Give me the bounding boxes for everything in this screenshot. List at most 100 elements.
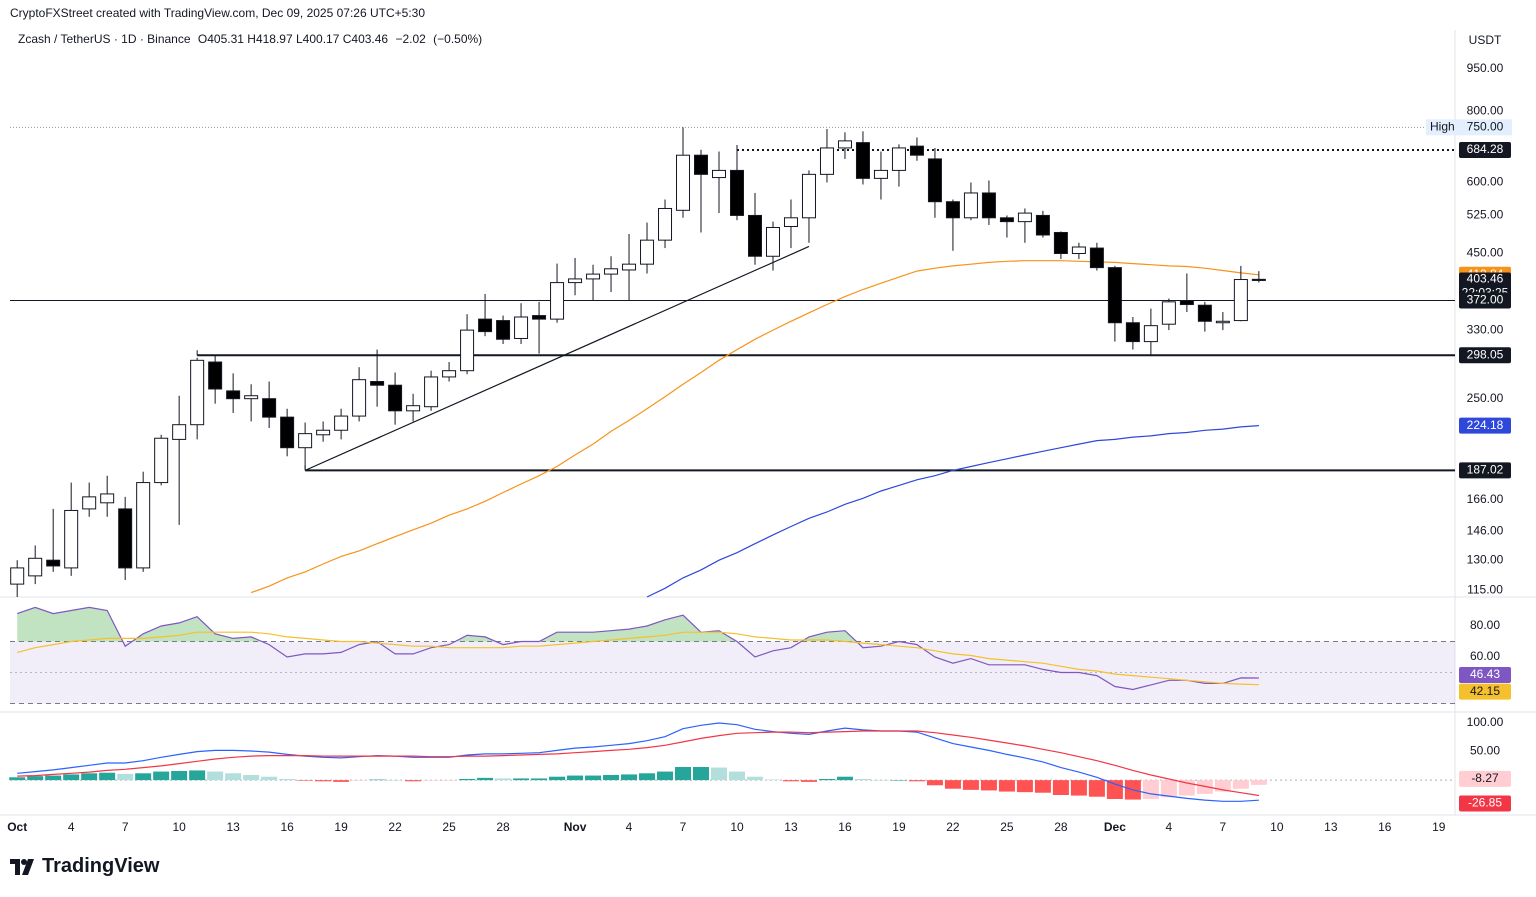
histogram-bar [675,767,692,781]
price-label: 372.00 [1467,293,1504,307]
price-label: 224.18 [1467,418,1504,432]
logo-icon [10,858,34,875]
histogram-bar [27,776,44,781]
price-label-bg [1459,292,1511,309]
candle-body [226,390,241,400]
y-tick-label: 525.00 [1467,208,1504,222]
y-tick-label: 800.00 [1467,104,1504,118]
candle-body [586,273,601,280]
candle-body [1089,247,1104,269]
y-tick-label: 166.00 [1467,492,1504,506]
change-pct: (−0.50%) [433,32,483,46]
x-tick-label: 7 [680,820,687,834]
histogram-bar [387,780,404,781]
change: −2.02 [395,32,426,46]
candle-body [1161,301,1176,325]
line-series [646,425,1259,598]
histogram-bar [998,780,1015,792]
histogram-bar [603,775,620,781]
last-price-bg [1459,272,1511,303]
candle-body [1107,267,1122,324]
x-tick-label: 28 [1054,820,1068,834]
high-label-bg [1426,119,1512,136]
histogram-bar [135,773,152,781]
price-label-bg [1459,462,1511,479]
x-tick-label: Oct [7,820,27,834]
candle-body [280,416,295,449]
histogram-bar [1142,780,1159,799]
y-tick-label: 50.00 [1470,744,1500,758]
candle-body [172,424,187,440]
candle-body [1053,231,1068,255]
quotes: O405.31 H418.97 L400.17 C403.46 [198,32,392,46]
histogram-bar [764,779,781,781]
candle-body [316,429,331,436]
candle-body [568,278,583,284]
logo-text: TradingView [42,855,160,877]
candle-body [118,508,133,569]
histogram-bar [1160,780,1177,798]
quote-label: O [197,32,208,46]
candle-body [514,316,529,339]
trend-line [304,245,810,471]
line-series [250,260,1259,594]
histogram-bar [441,780,458,781]
candle-body [765,226,780,257]
histogram-bar [171,771,188,781]
price-label: 684.28 [1467,142,1504,156]
histogram-bar [477,777,494,781]
candle-body [550,282,565,320]
histogram-bar [207,771,224,781]
candle-body [783,217,798,227]
histogram-bar [513,778,530,781]
x-tick-label: 10 [730,820,744,834]
x-tick-label: 19 [334,820,348,834]
price-label: 187.02 [1467,463,1504,477]
candle-body [208,361,223,390]
histogram-bar [693,767,710,781]
candle-body [190,359,205,426]
histogram-bar [495,778,512,781]
candle-body [136,482,151,569]
candle-body [478,318,493,333]
x-tick-label: 22 [388,820,402,834]
credit: CryptoFXStreet created with TradingView.… [10,6,425,20]
histogram-bar [45,775,62,781]
candle-body [1251,278,1266,281]
histogram-bar [351,780,368,781]
histogram-bar [279,779,296,781]
quote-label: C [342,32,352,46]
y-tick-label: 600.00 [1467,175,1504,189]
price-label-bg [1459,667,1511,684]
histogram-bar [711,767,728,781]
quote-label: H [247,32,256,46]
histogram-bar [1052,780,1069,795]
histogram-bar [9,777,26,781]
price-label-bg [1459,347,1511,364]
candle-body [334,415,349,431]
histogram-bar [261,776,278,781]
candle-body [945,201,960,219]
candle-body [1215,320,1230,324]
histogram-bar [639,773,656,781]
candle-body [1035,214,1050,236]
histogram-bar [1016,780,1033,793]
histogram-bar [153,771,170,781]
histogram-bar [459,779,476,781]
candle-body [999,217,1014,223]
histogram-bar [333,780,350,782]
symbol: Zcash / TetherUS · 1D · Binance [18,32,191,46]
x-tick-label: 10 [1270,820,1284,834]
candle-body [855,142,870,179]
y-tick-label: 250.00 [1467,391,1504,405]
price-label: -26.85 [1468,796,1502,810]
price-label-bg [1459,266,1511,283]
price-label: 412.84 [1467,267,1504,281]
quote-value: 403.46 [351,32,389,46]
candle-body [1197,304,1212,322]
y-tick-label: 130.00 [1467,552,1504,566]
price-label: 46.43 [1470,667,1500,681]
x-tick-label: 13 [226,820,240,834]
histogram-bar [189,770,206,781]
